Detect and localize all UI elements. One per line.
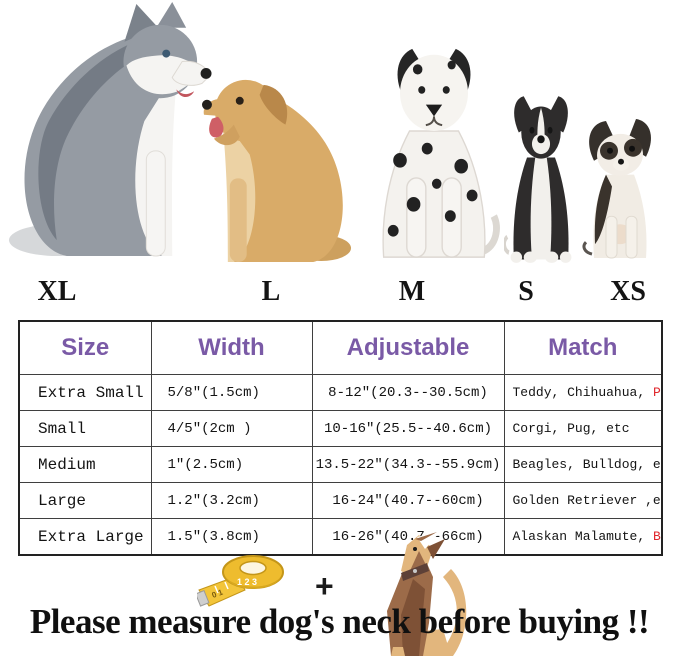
chihuahua-photo [582, 118, 651, 259]
size-label-xs: XS [610, 276, 646, 307]
cell-adjustable: 13.5-22″(34.3--55.9cm) [311, 446, 505, 483]
cell-match: Teddy, Chihuahua, Puppies, etc [503, 374, 663, 411]
cell-size: Small [18, 410, 152, 447]
col-header-match: Match [503, 320, 663, 375]
cell-adjustable: 8-12″(20.3--30.5cm) [311, 374, 505, 411]
cell-size: Large [18, 482, 152, 519]
cell-match: Alaskan Malamute, Big/Fat dog [503, 518, 663, 556]
cell-width: 1.5″(3.8cm) [150, 518, 313, 556]
match-text: Golden Retriever ,etc [512, 493, 662, 508]
cell-match: Corgi, Pug, etc [503, 410, 663, 447]
golden-retriever-photo [202, 79, 352, 262]
table-row-large: Large 1.2″(3.2cm) 16-24″(40.7--60cm) Gol… [18, 482, 663, 519]
match-highlight: Big/Fat dog [652, 529, 661, 544]
dog-wearing-collar-icon [387, 531, 467, 656]
match-text: Corgi, Pug, etc [512, 421, 630, 436]
cell-width: 4/5″(2cm ) [150, 410, 313, 447]
col-header-width: Width [150, 320, 313, 375]
size-label-l: L [261, 276, 281, 307]
cell-match: Beagles, Bulldog, etc [503, 446, 663, 483]
table-row-extra-small: Extra Small 5/8″(1.5cm) 8-12″(20.3--30.5… [18, 374, 663, 411]
size-table: Size Width Adjustable Match Extra Small … [18, 320, 663, 556]
cell-width: 1″(2.5cm) [150, 446, 313, 483]
dalmatian-photo [382, 48, 500, 258]
boston-terrier-photo [504, 96, 572, 263]
size-label-s: S [518, 276, 534, 307]
size-label-m: M [398, 276, 426, 307]
table-row-medium: Medium 1″(2.5cm) 13.5-22″(34.3--55.9cm) … [18, 446, 663, 483]
cell-size: Extra Large [18, 518, 152, 556]
col-header-adjustable: Adjustable [311, 320, 505, 375]
plus-sign: + [315, 568, 334, 604]
cell-adjustable: 16-24″(40.7--60cm) [311, 482, 505, 519]
size-label-xl: XL [37, 276, 77, 307]
cell-size: Medium [18, 446, 152, 483]
measuring-tape-icon: 1 2 3 0 1 [197, 555, 284, 607]
col-header-size: Size [18, 320, 152, 375]
measure-warning-text: Please measure dog's neck before buying … [29, 602, 650, 641]
table-header-row: Size Width Adjustable Match [18, 320, 663, 375]
match-text: Alaskan Malamute, [512, 529, 653, 544]
match-text: Teddy, Chihuahua, [512, 385, 653, 400]
cell-adjustable: 10-16″(25.5--40.6cm) [311, 410, 505, 447]
table-row-small: Small 4/5″(2cm ) 10-16″(25.5--40.6cm) Co… [18, 410, 663, 447]
table-row-extra-large: Extra Large 1.5″(3.8cm) 16-26″(40.7--66c… [18, 518, 663, 556]
siberian-husky-photo [8, 2, 212, 257]
match-text: Beagles, Bulldog, etc [512, 457, 662, 472]
tape-strip-numbers: 0 1 [211, 587, 225, 599]
cell-width: 5/8″(1.5cm) [150, 374, 313, 411]
cell-size: Extra Small [18, 374, 152, 411]
tape-scale-numbers: 1 2 3 [237, 577, 257, 587]
cell-width: 1.2″(3.2cm) [150, 482, 313, 519]
cell-match: Golden Retriever ,etc [503, 482, 663, 519]
match-highlight: Puppies [652, 385, 661, 400]
